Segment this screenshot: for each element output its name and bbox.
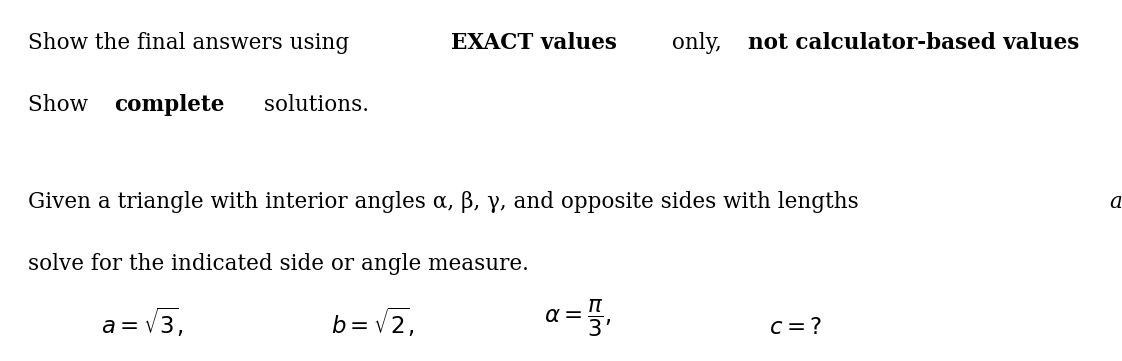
Text: solve for the indicated side or angle measure.: solve for the indicated side or angle me… (28, 253, 528, 275)
Text: $\alpha = \dfrac{\pi}{3},$: $\alpha = \dfrac{\pi}{3},$ (544, 298, 611, 339)
Text: complete: complete (114, 94, 224, 116)
Text: a: a (1109, 191, 1122, 213)
Text: not calculator-based values: not calculator-based values (747, 32, 1079, 55)
Text: Show the final answers using: Show the final answers using (28, 32, 356, 55)
Text: Given a triangle with interior angles α, β, γ, and opposite sides with lengths: Given a triangle with interior angles α,… (28, 191, 866, 213)
Text: solutions.: solutions. (257, 94, 369, 116)
Text: Show: Show (28, 94, 95, 116)
Text: EXACT values: EXACT values (451, 32, 617, 55)
Text: $a = \sqrt{3},$: $a = \sqrt{3},$ (101, 306, 184, 339)
Text: only,: only, (665, 32, 729, 55)
Text: $b = \sqrt{2},$: $b = \sqrt{2},$ (331, 306, 414, 339)
Text: $c = ?$: $c = ?$ (769, 317, 821, 339)
